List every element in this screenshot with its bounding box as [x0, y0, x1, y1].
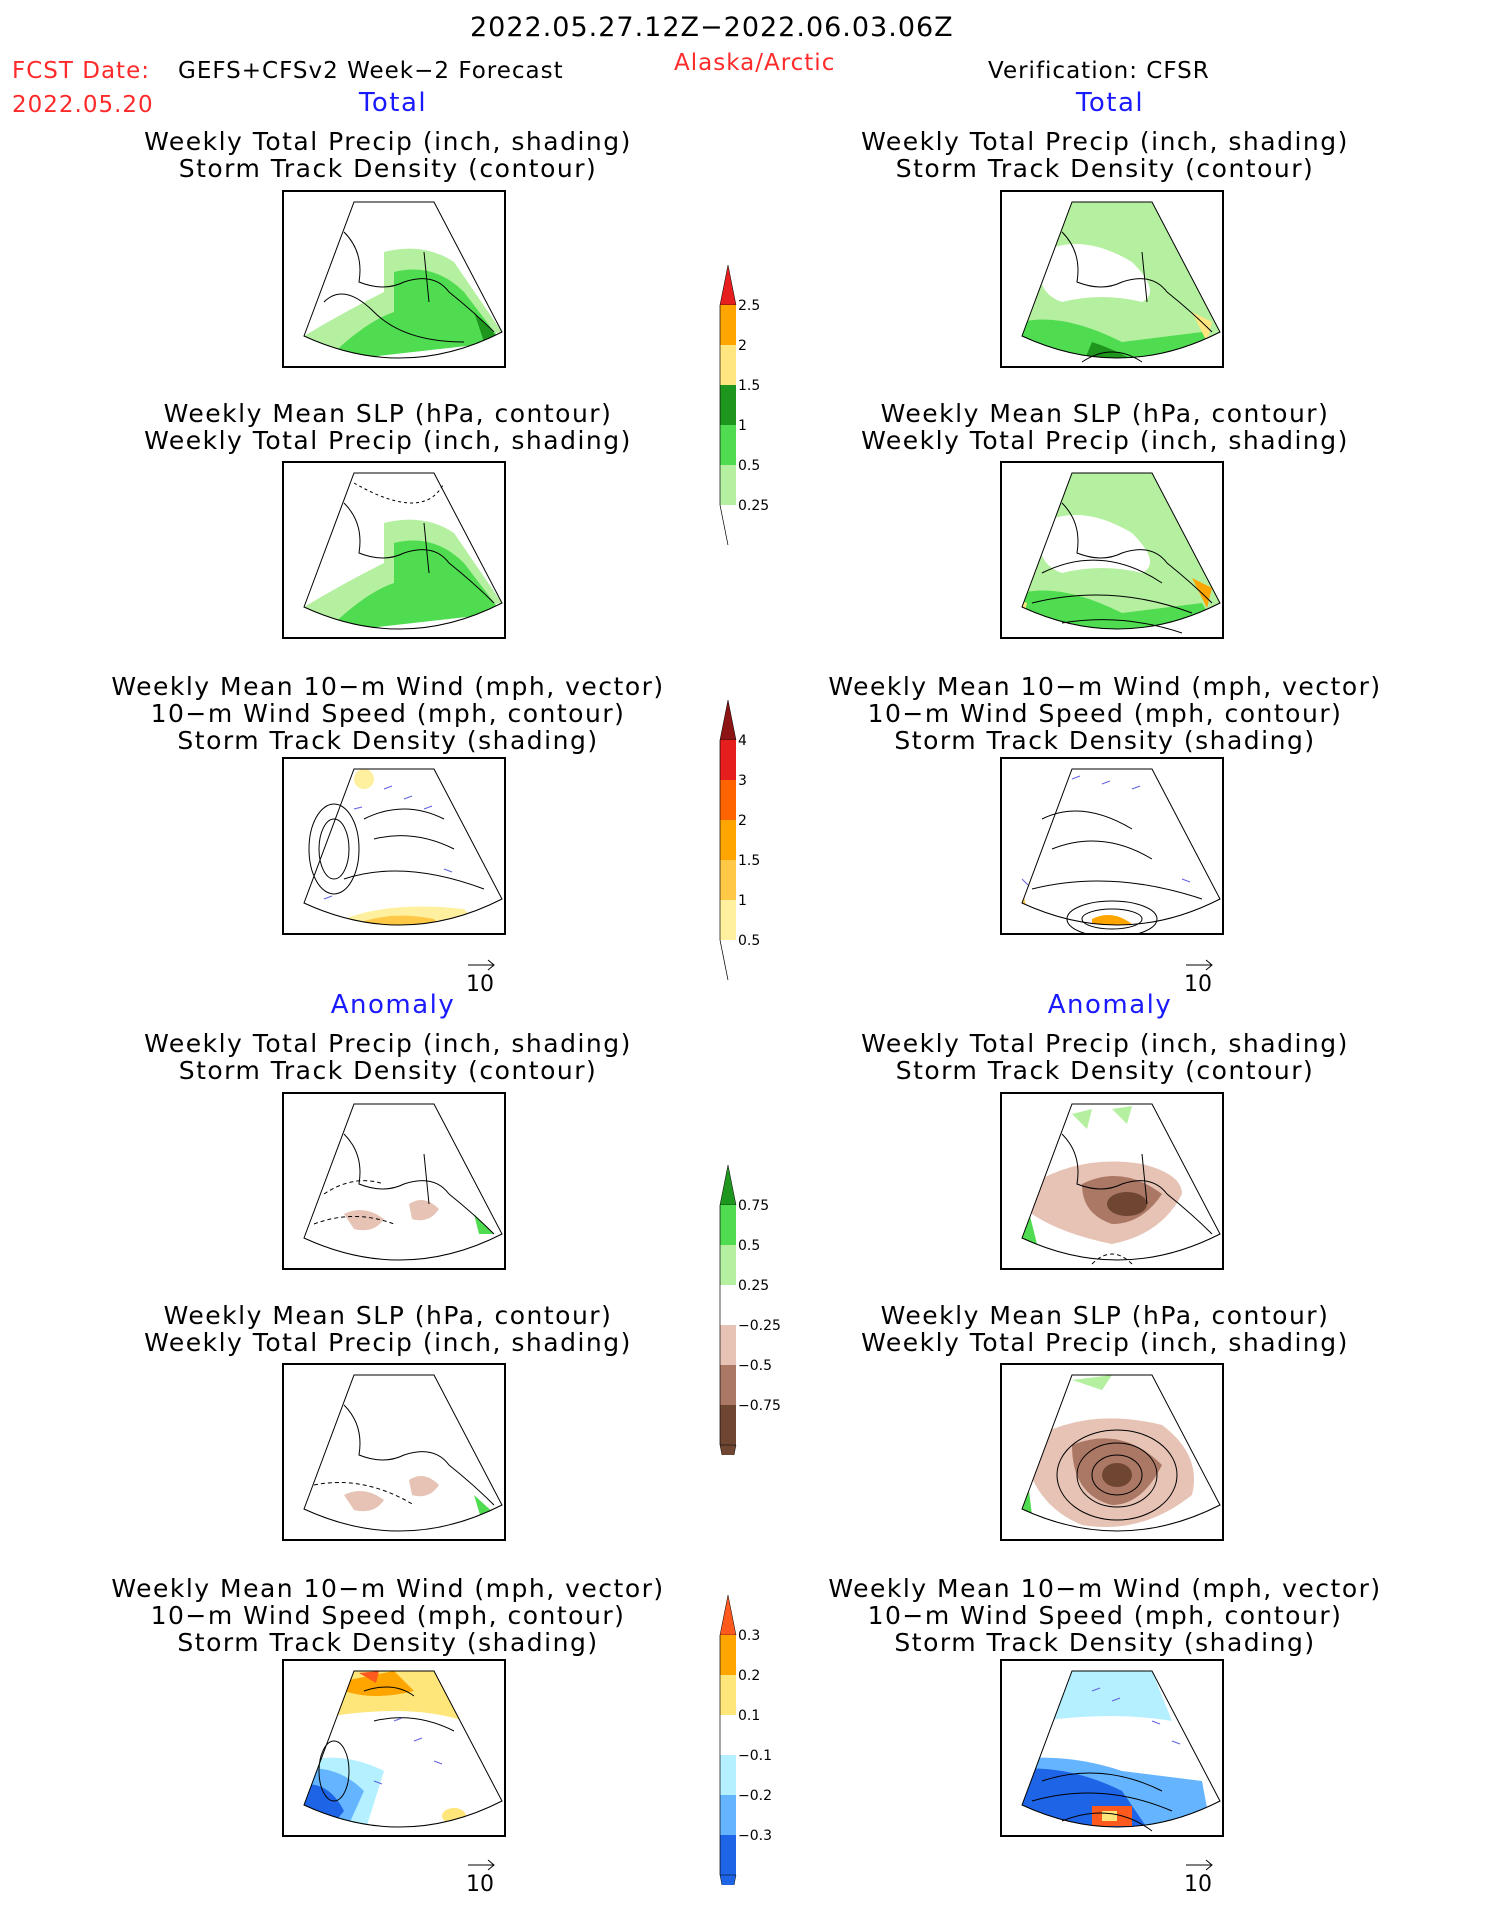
vector-ref-left-total: 10 — [450, 958, 510, 997]
colorbar-label: 0.25 — [738, 1278, 769, 1294]
fcst-date-label: FCST Date: — [12, 58, 150, 84]
colorbar-label: −0.75 — [738, 1398, 781, 1414]
colorbar-segment — [720, 860, 736, 900]
panel-title-wind-track: Weekly Mean 10−m Wind (mph, vector) 10−m … — [111, 672, 665, 755]
map-slp-precip-verif — [1000, 461, 1224, 639]
colorbar-label: 1 — [738, 418, 747, 434]
colorbar-label: 0.5 — [738, 933, 760, 949]
colorbar-segment — [720, 1755, 736, 1795]
colorbar-segment — [720, 780, 736, 820]
colorbar-precip-total: 2.5 2 1.5 1 0.5 0.25 — [719, 265, 769, 546]
colorbar-label: −0.1 — [738, 1748, 772, 1764]
map-wind-track-forecast-anom — [282, 1659, 506, 1837]
colorbar-label: 1.5 — [738, 378, 760, 394]
map-precip-track-verif — [1000, 190, 1224, 368]
colorbar-segment — [720, 1715, 736, 1755]
region-label: Alaska/Arctic — [674, 50, 836, 76]
colorbar-label: 1.5 — [738, 853, 760, 869]
panel-title-precip-track: Weekly Total Precip (inch, shading) Storm… — [144, 127, 632, 183]
map-wind-track-verif — [1000, 757, 1224, 935]
section-total-left: Total — [358, 88, 428, 118]
vector-ref-right-total: 10 — [1168, 958, 1228, 997]
map-slp-precip-forecast — [282, 461, 506, 639]
colorbar-segment — [720, 305, 736, 345]
panel-title-slp-precip-verif: Weekly Mean SLP (hPa, contour) Weekly Tot… — [861, 399, 1349, 455]
colorbar-track-anom: 0.3 0.2 0.1 −0.1 −0.2 −0.3 — [719, 1595, 772, 1885]
colorbar-label: −0.5 — [738, 1358, 772, 1374]
colorbar-segment — [720, 1365, 736, 1405]
map-slp-precip-verif-anom — [1000, 1363, 1224, 1541]
colorbar-triangle-top — [719, 265, 737, 306]
map-precip-track-forecast-anom — [282, 1092, 506, 1270]
colorbar-label: 2.5 — [738, 298, 760, 314]
colorbar-segment — [720, 1325, 736, 1365]
panel-title-wind-track-verif-anom: Weekly Mean 10−m Wind (mph, vector) 10−m … — [828, 1574, 1382, 1657]
colorbar-label: 0.5 — [738, 458, 760, 474]
map-wind-track-forecast — [282, 757, 506, 935]
colorbar-label: −0.2 — [738, 1788, 772, 1804]
panel-title-precip-track-anom: Weekly Total Precip (inch, shading) Storm… — [144, 1029, 632, 1085]
fcst-date-value: 2022.05.20 — [12, 92, 154, 118]
vector-ref-right-anom: 10 — [1168, 1858, 1228, 1897]
colorbar-segment — [720, 900, 736, 940]
colorbar-label: 1 — [738, 893, 747, 909]
colorbar-tail — [719, 504, 729, 546]
model-label: GEFS+CFSv2 Week−2 Forecast — [178, 58, 564, 84]
colorbar-label: 0.1 — [738, 1708, 760, 1724]
colorbar-track-total: 4 3 2 1.5 1 0.5 — [719, 700, 760, 981]
colorbar-segment — [720, 1795, 736, 1835]
panel-title-slp-precip-verif-anom: Weekly Mean SLP (hPa, contour) Weekly Tot… — [861, 1301, 1349, 1357]
colorbar-triangle-top — [719, 1165, 737, 1206]
colorbar-segment — [720, 1205, 736, 1245]
section-anomaly-right: Anomaly — [1047, 990, 1173, 1020]
panel-title-precip-track-verif-anom: Weekly Total Precip (inch, shading) Storm… — [861, 1029, 1349, 1085]
colorbar-label: 0.5 — [738, 1238, 760, 1254]
colorbar-segment — [720, 1675, 736, 1715]
map-precip-track-verif-anom — [1000, 1092, 1224, 1270]
colorbar-label: 0.2 — [738, 1668, 760, 1684]
colorbar-label: 2 — [738, 813, 747, 829]
colorbar-label: 0.3 — [738, 1628, 760, 1644]
colorbar-segment — [720, 1635, 736, 1675]
colorbar-segment — [720, 385, 736, 425]
colorbar-triangle-top — [719, 700, 737, 741]
panel-title-slp-precip-anom: Weekly Mean SLP (hPa, contour) Weekly Tot… — [144, 1301, 632, 1357]
colorbar-label: 3 — [738, 773, 747, 789]
colorbar-label: 2 — [738, 338, 747, 354]
colorbar-segment — [720, 820, 736, 860]
colorbar-segment — [720, 1405, 736, 1445]
colorbar-segment — [720, 1835, 736, 1875]
map-precip-track-forecast — [282, 190, 506, 368]
colorbar-segment — [720, 465, 736, 505]
section-anomaly-left: Anomaly — [330, 990, 456, 1020]
panel-title-wind-track-anom: Weekly Mean 10−m Wind (mph, vector) 10−m … — [111, 1574, 665, 1657]
panel-title-wind-track-verif: Weekly Mean 10−m Wind (mph, vector) 10−m … — [828, 672, 1382, 755]
colorbar-segment — [720, 1245, 736, 1285]
colorbar-label: −0.3 — [738, 1828, 772, 1844]
colorbar-segment — [720, 345, 736, 385]
map-slp-precip-forecast-anom — [282, 1363, 506, 1541]
colorbar-label: −0.25 — [738, 1318, 781, 1334]
colorbar-label: 4 — [738, 733, 747, 749]
panel-title-precip-track-verif: Weekly Total Precip (inch, shading) Storm… — [861, 127, 1349, 183]
panel-title-slp-precip: Weekly Mean SLP (hPa, contour) Weekly Tot… — [144, 399, 632, 455]
colorbar-segment — [720, 1285, 736, 1325]
date-range-title: 2022.05.27.12Z−2022.06.03.06Z — [470, 12, 954, 43]
colorbar-triangle-bottom — [719, 1444, 737, 1455]
colorbar-tail — [719, 939, 729, 981]
vector-ref-left-anom: 10 — [450, 1858, 510, 1897]
colorbar-segment — [720, 425, 736, 465]
map-wind-track-verif-anom — [1000, 1659, 1224, 1837]
verification-label: Verification: CFSR — [988, 58, 1210, 84]
colorbar-triangle-top — [719, 1595, 737, 1636]
colorbar-segment — [720, 740, 736, 780]
colorbar-precip-anom: 0.75 0.5 0.25 −0.25 −0.5 −0.75 — [719, 1165, 781, 1455]
colorbar-label: 0.25 — [738, 498, 769, 514]
colorbar-triangle-bottom — [719, 1874, 737, 1885]
colorbar-label: 0.75 — [738, 1198, 769, 1214]
section-total-right: Total — [1075, 88, 1145, 118]
